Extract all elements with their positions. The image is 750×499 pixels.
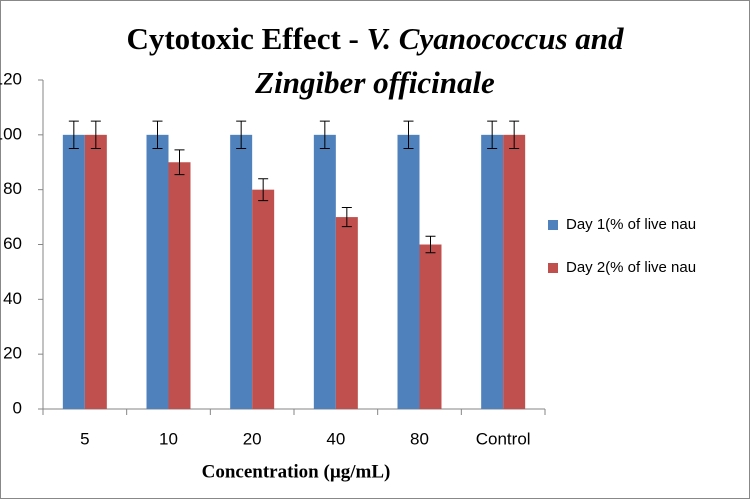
legend-swatch: [548, 263, 558, 273]
y-tick-label: 0: [13, 398, 22, 417]
error-bar: [341, 206, 352, 228]
error-bar: [425, 235, 436, 254]
bar: [84, 134, 107, 410]
title-part: V. Cyanococcus and: [367, 21, 624, 56]
x-tick-label: Control: [476, 429, 531, 448]
bar: [230, 134, 253, 410]
bar: [146, 134, 169, 410]
y-tick-label: 20: [3, 344, 22, 363]
error-bar: [319, 120, 330, 150]
error-bar: [258, 178, 269, 202]
y-tick-label: 60: [3, 234, 22, 253]
bar: [313, 134, 336, 410]
y-tick-label: 120: [0, 69, 22, 88]
y-tick-label: 80: [3, 179, 22, 198]
title-part: Cytotoxic Effect -: [126, 21, 366, 56]
chart-title: Zingiber officinale: [254, 65, 495, 100]
x-tick-label: 20: [243, 429, 262, 448]
bar: [503, 134, 526, 410]
error-bar: [68, 120, 79, 150]
x-tick-label: 5: [80, 429, 89, 448]
error-bar: [236, 120, 247, 150]
chart-title: Cytotoxic Effect - V. Cyanococcus and: [126, 21, 624, 56]
error-bar: [487, 120, 498, 150]
bar: [481, 134, 504, 410]
bar: [397, 134, 420, 410]
error-bar: [90, 120, 101, 150]
y-tick-label: 40: [3, 289, 22, 308]
error-bar: [152, 120, 163, 150]
error-bar: [174, 149, 185, 176]
error-bar: [403, 120, 414, 150]
bar: [419, 244, 442, 409]
legend-swatch: [548, 220, 558, 230]
legend-label: Day 1(% of live nau: [566, 216, 696, 233]
x-tick-label: 10: [159, 429, 178, 448]
x-tick-label: 80: [410, 429, 429, 448]
x-tick-label: 40: [326, 429, 345, 448]
bar: [168, 162, 191, 409]
legend-label: Day 2(% of live nau: [566, 259, 696, 276]
bar: [62, 134, 85, 410]
x-axis-label: Concentration (µg/mL): [202, 461, 391, 482]
error-bar: [509, 120, 520, 150]
bar: [335, 217, 358, 409]
bar: [252, 189, 275, 409]
y-tick-label: 100: [0, 124, 22, 143]
